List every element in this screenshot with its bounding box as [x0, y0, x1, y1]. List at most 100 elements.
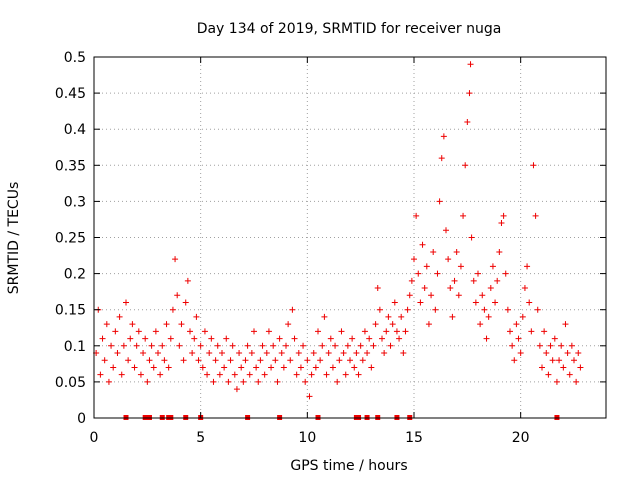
data-point [321, 313, 328, 320]
data-point [536, 342, 543, 349]
data-point [155, 350, 161, 357]
y-tick-label: 0.3 [64, 194, 86, 210]
data-point [325, 350, 332, 357]
data-point [462, 162, 469, 169]
data-point [133, 342, 140, 349]
data-point [379, 335, 385, 342]
data-point [142, 335, 149, 342]
data-point [105, 378, 112, 385]
data-point [246, 371, 253, 378]
data-point [481, 306, 488, 313]
data-point [477, 321, 484, 328]
data-point [259, 342, 266, 349]
data-point [150, 364, 157, 371]
data-point [366, 335, 373, 342]
data-point [436, 198, 443, 205]
data-point [464, 118, 471, 125]
data-point [233, 386, 240, 393]
data-point [417, 299, 424, 306]
data-point [413, 212, 420, 219]
data-point [411, 256, 417, 263]
data-point [323, 371, 330, 378]
data-point [530, 162, 537, 169]
y-tick-label: 0.35 [55, 158, 86, 174]
data-point [312, 364, 319, 371]
data-point [521, 285, 528, 292]
data-point [406, 292, 413, 299]
data-point [204, 371, 211, 378]
data-point [351, 364, 358, 371]
data-point [577, 364, 584, 371]
data-point [270, 342, 277, 349]
data-point [359, 357, 366, 364]
data-point [553, 378, 560, 385]
data-point [161, 357, 168, 364]
data-point [285, 321, 292, 328]
data-point [280, 364, 287, 371]
data-point [251, 328, 257, 335]
data-point [391, 299, 398, 306]
data-point [221, 364, 228, 371]
data-point [457, 263, 464, 270]
data-point [210, 378, 217, 385]
data-point [263, 350, 270, 357]
data-point [265, 328, 272, 335]
data-point [242, 357, 249, 364]
data-point [329, 364, 336, 371]
x-tick-label: 20 [512, 430, 530, 446]
data-point [556, 357, 563, 364]
data-point [180, 357, 187, 364]
data-point [334, 378, 341, 385]
data-point [485, 313, 492, 320]
data-point [483, 335, 490, 342]
data-point [261, 371, 268, 378]
data-point [297, 364, 304, 371]
data-point [419, 241, 426, 248]
y-tick-label: 0.45 [55, 86, 86, 102]
data-point [353, 350, 360, 357]
chart-title: Day 134 of 2019, SRMTID for receiver nug… [197, 21, 502, 37]
data-point [291, 335, 298, 342]
x-tick-label: 0 [90, 430, 99, 446]
data-point [289, 306, 296, 313]
x-tick-label: 5 [196, 430, 205, 446]
y-tick-label: 0.15 [55, 303, 86, 319]
data-point [524, 263, 531, 270]
data-point [560, 364, 567, 371]
data-point [223, 335, 230, 342]
data-point [494, 277, 501, 284]
data-point [253, 364, 260, 371]
data-point [174, 292, 181, 299]
data-point [489, 263, 496, 270]
data-point [549, 357, 556, 364]
data-point [327, 335, 334, 342]
data-point [541, 328, 548, 335]
data-point [227, 357, 234, 364]
y-tick-label: 0.1 [64, 339, 86, 355]
data-point [475, 270, 481, 277]
data-point [295, 350, 302, 357]
data-point [568, 342, 575, 349]
data-point [169, 306, 176, 313]
data-point [466, 90, 473, 97]
data-point [468, 234, 475, 241]
y-tick-label: 0.4 [64, 122, 86, 138]
data-point [472, 299, 479, 306]
data-point [370, 342, 377, 349]
data-point [504, 306, 511, 313]
data-point [364, 350, 371, 357]
data-point [306, 393, 313, 400]
data-point [421, 285, 428, 292]
data-point [201, 328, 208, 335]
data-point [229, 342, 236, 349]
data-point [372, 321, 379, 328]
data-point [385, 313, 392, 320]
data-point [526, 299, 533, 306]
data-point [268, 364, 275, 371]
data-point [539, 364, 545, 371]
data-point [396, 335, 403, 342]
data-point [212, 357, 219, 364]
data-point [400, 350, 407, 357]
data-point [120, 342, 127, 349]
